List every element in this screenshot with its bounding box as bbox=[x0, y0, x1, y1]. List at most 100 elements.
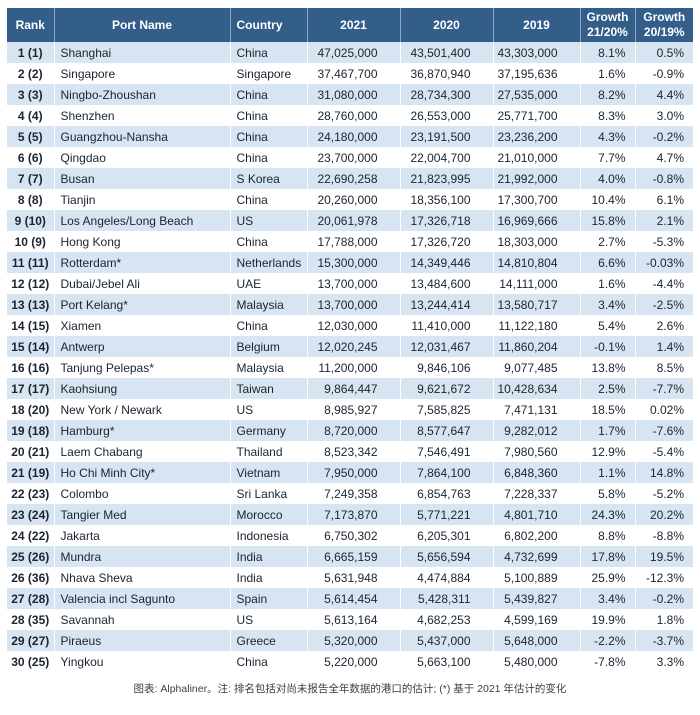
cell-teu-2021: 13,700,000 bbox=[307, 273, 401, 294]
cell-teu-2020: 5,437,000 bbox=[400, 630, 494, 651]
cell-country: China bbox=[230, 42, 308, 63]
cell-growth-21-20: 4.3% bbox=[580, 126, 636, 147]
cell-teu-2019: 7,471,131 bbox=[493, 399, 581, 420]
table-footnote: 图表: Alphaliner。注: 排名包括对尚未报告全年数据的港口的估计; (… bbox=[133, 683, 567, 695]
cell-teu-2019: 4,599,169 bbox=[493, 609, 581, 630]
cell-teu-2020: 4,474,884 bbox=[400, 567, 494, 588]
cell-teu-2019: 5,648,000 bbox=[493, 630, 581, 651]
cell-growth-21-20: -2.2% bbox=[580, 630, 636, 651]
cell-growth-20-19: -0.2% bbox=[652, 129, 684, 144]
cell-rank: 6 (6) bbox=[7, 147, 55, 168]
cell-country: UAE bbox=[230, 273, 308, 294]
cell-teu-2021: 31,080,000 bbox=[307, 84, 401, 105]
cell-port-name: Port Kelang* bbox=[54, 294, 231, 315]
cell-port-name: Busan bbox=[54, 168, 231, 189]
table-row: 16 (16) Tanjung Pelepas* Malaysia 11,200,00… bbox=[7, 357, 693, 378]
cell-growth-21-20: 3.4% bbox=[580, 588, 636, 609]
table-row: 26 (36) Nhava Sheva India 5,631,948 4,474,88… bbox=[7, 567, 693, 588]
cell-growth-21-20: 15.8% bbox=[580, 210, 636, 231]
header-2020: 2020 bbox=[400, 8, 494, 42]
cell-teu-2020: 17,326,718 bbox=[400, 210, 494, 231]
cell-growth-21-20: 5.8% bbox=[580, 483, 636, 504]
cell-teu-2019: 14,810,804 bbox=[493, 252, 581, 273]
cell-teu-2020: 23,191,500 bbox=[400, 126, 494, 147]
cell-rank: 11 (11) bbox=[7, 252, 55, 273]
cell-teu-2020: 9,846,106 bbox=[400, 357, 494, 378]
cell-teu-2019: 10,428,634 bbox=[493, 378, 581, 399]
cell-growth-20-19: 3.3% bbox=[656, 654, 684, 669]
table-row: 5 (5) Guangzhou-Nansha China 24,180,000 23,1… bbox=[7, 126, 693, 147]
cell-teu-2021: 5,320,000 bbox=[307, 630, 401, 651]
cell-teu-2020: 4,682,253 bbox=[400, 609, 494, 630]
table-row: 19 (18) Hamburg* Germany 8,720,000 8,577,647… bbox=[7, 420, 693, 441]
cell-rank: 17 (17) bbox=[7, 378, 55, 399]
cell-growth-21-20: 8.3% bbox=[580, 105, 636, 126]
cell-growth-21-20: 18.5% bbox=[580, 399, 636, 420]
cell-growth-21-20: 2.7% bbox=[580, 231, 636, 252]
cell-port-name: Nhava Sheva bbox=[54, 567, 231, 588]
cell-teu-2019: 14,111,000 bbox=[493, 273, 581, 294]
table-row: 2 (2) Singapore Singapore 37,467,700 36,870,… bbox=[7, 63, 693, 84]
cell-growth-21-20: 7.7% bbox=[580, 147, 636, 168]
cell-teu-2021: 20,260,000 bbox=[307, 189, 401, 210]
cell-growth-21-20: 1.6% bbox=[580, 273, 636, 294]
table-row: 10 (9) Hong Kong China 17,788,000 17,326,720… bbox=[7, 231, 693, 252]
cell-teu-2021: 5,220,000 bbox=[307, 651, 401, 672]
table-row: 28 (35) Savannah US 5,613,164 4,682,253 4,599… bbox=[7, 609, 693, 630]
cell-growth-21-20: 2.5% bbox=[580, 378, 636, 399]
cell-rank: 12 (12) bbox=[7, 273, 55, 294]
cell-teu-2021: 7,950,000 bbox=[307, 462, 401, 483]
cell-rank: 3 (3) bbox=[7, 84, 55, 105]
cell-growth-20-19: -7.6% bbox=[652, 423, 684, 438]
header-country: Country bbox=[230, 8, 308, 42]
cell-country: Germany bbox=[230, 420, 308, 441]
cell-teu-2020: 7,585,825 bbox=[400, 399, 494, 420]
cell-teu-2021: 22,690,258 bbox=[307, 168, 401, 189]
cell-teu-2019: 7,228,337 bbox=[493, 483, 581, 504]
cell-rank: 15 (14) bbox=[7, 336, 55, 357]
cell-growth-20-19: -3.7% bbox=[652, 633, 684, 648]
table-row: 30 (25) Yingkou China 5,220,000 5,663,100 5,4… bbox=[7, 651, 693, 672]
cell-rank: 9 (10) bbox=[7, 210, 55, 231]
cell-country: China bbox=[230, 126, 308, 147]
ports-table: Rank Port Name Country 2021 2020 2019 Gr… bbox=[7, 8, 693, 672]
cell-teu-2020: 12,031,467 bbox=[400, 336, 494, 357]
cell-port-name: Rotterdam* bbox=[54, 252, 231, 273]
table-row: 13 (13) Port Kelang* Malaysia 13,700,000 13,… bbox=[7, 294, 693, 315]
cell-teu-2020: 5,656,594 bbox=[400, 546, 494, 567]
cell-port-name: Jakarta bbox=[54, 525, 231, 546]
cell-port-name: Laem Chabang bbox=[54, 441, 231, 462]
cell-port-name: Guangzhou-Nansha bbox=[54, 126, 231, 147]
cell-country: Sri Lanka bbox=[230, 483, 308, 504]
table-row: 9 (10) Los Angeles/Long Beach US 20,061,978… bbox=[7, 210, 693, 231]
cell-growth-21-20: 12.9% bbox=[580, 441, 636, 462]
cell-country: Spain bbox=[230, 588, 308, 609]
cell-growth-20-19: 2.6% bbox=[656, 318, 684, 333]
header-growth-21-20: Growth 21/20% bbox=[580, 8, 636, 42]
table-row: 11 (11) Rotterdam* Netherlands 15,300,000 14… bbox=[7, 252, 693, 273]
cell-country: Belgium bbox=[230, 336, 308, 357]
cell-growth-20-19: 1.4% bbox=[656, 339, 684, 354]
cell-port-name: Shenzhen bbox=[54, 105, 231, 126]
cell-growth-20-19: 4.7% bbox=[656, 150, 684, 165]
cell-rank: 13 (13) bbox=[7, 294, 55, 315]
cell-growth-21-20: 8.1% bbox=[580, 42, 636, 63]
cell-port-name: Singapore bbox=[54, 63, 231, 84]
cell-port-name: Shanghai bbox=[54, 42, 231, 63]
cell-rank: 10 (9) bbox=[7, 231, 55, 252]
cell-teu-2021: 8,523,342 bbox=[307, 441, 401, 462]
cell-growth-20-19: 3.0% bbox=[656, 108, 684, 123]
cell-rank: 29 (27) bbox=[7, 630, 55, 651]
cell-port-name: Valencia incl Sagunto bbox=[54, 588, 231, 609]
cell-teu-2020: 5,428,311 bbox=[400, 588, 494, 609]
cell-teu-2020: 17,326,720 bbox=[400, 231, 494, 252]
cell-teu-2020: 6,205,301 bbox=[400, 525, 494, 546]
table-row: 18 (20) New York / Newark US 8,985,927 7,585… bbox=[7, 399, 693, 420]
cell-growth-21-20: 13.8% bbox=[580, 357, 636, 378]
table-row: 1 (1) Shanghai China 47,025,000 43,501,400 43… bbox=[7, 42, 693, 63]
cell-port-name: Qingdao bbox=[54, 147, 231, 168]
cell-port-name: Hong Kong bbox=[54, 231, 231, 252]
cell-teu-2021: 6,750,302 bbox=[307, 525, 401, 546]
cell-port-name: Savannah bbox=[54, 609, 231, 630]
table-row: 6 (6) Qingdao China 23,700,000 22,004,700 21,… bbox=[7, 147, 693, 168]
